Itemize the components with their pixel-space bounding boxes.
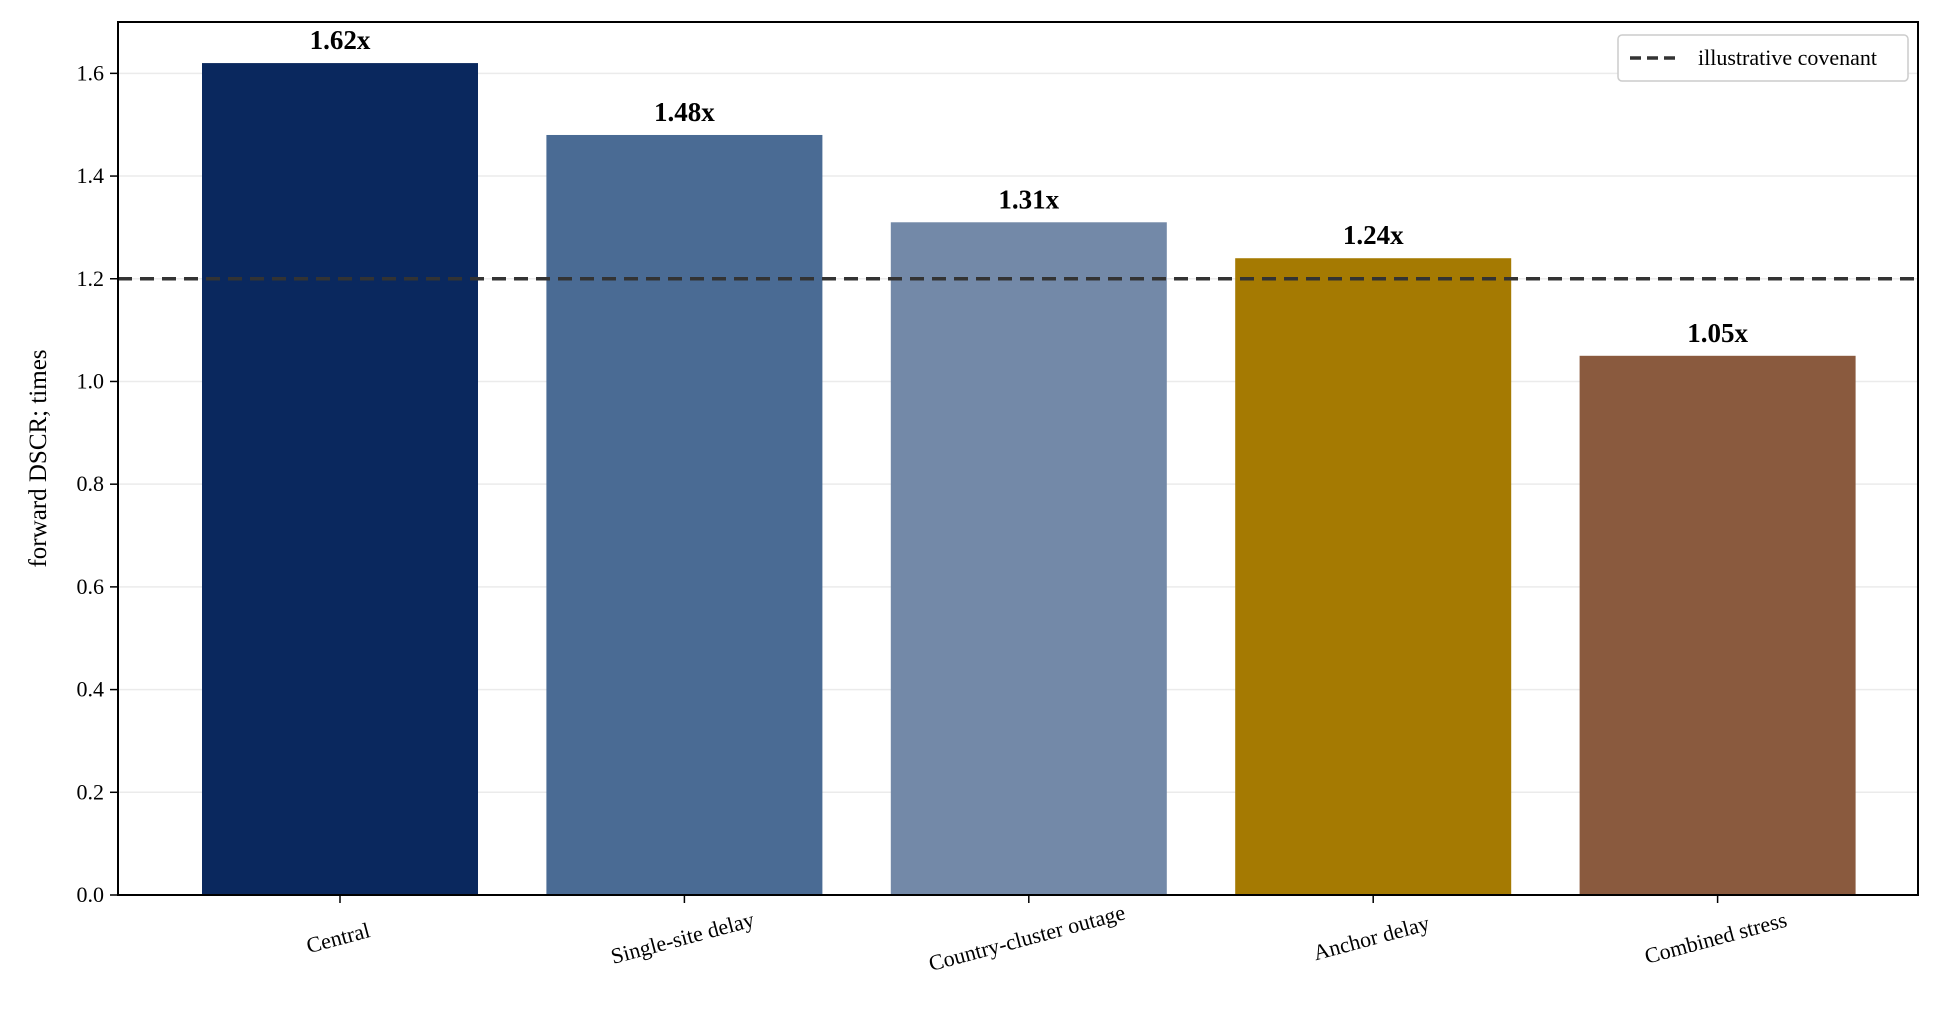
- data-label: 1.24x: [1343, 220, 1404, 250]
- legend: illustrative covenant: [1617, 34, 1909, 82]
- y-tick-label: 1.0: [77, 368, 105, 393]
- y-tick-label: 0.6: [77, 574, 105, 599]
- bar: [202, 63, 478, 896]
- data-label: 1.48x: [654, 97, 715, 127]
- y-axis-label: forward DSCR; times: [25, 349, 52, 567]
- y-tick-label: 0.8: [77, 471, 105, 496]
- y-tick-label: 0.4: [77, 677, 105, 702]
- data-label: 1.05x: [1687, 318, 1748, 348]
- bar: [546, 134, 823, 896]
- data-label: 1.31x: [998, 184, 1059, 214]
- x-tick-label: Single-site delay: [608, 907, 757, 969]
- x-tick-label: Central: [304, 917, 373, 958]
- legend-box: [1617, 34, 1909, 82]
- plot-frame: [117, 21, 1919, 896]
- x-tick-label: Country-cluster outage: [926, 900, 1128, 976]
- bar: [890, 222, 1167, 895]
- x-axis: Central Single-site delay Country-cluster …: [304, 895, 1790, 976]
- data-label: 1.62x: [310, 25, 371, 55]
- y-tick-label: 1.6: [77, 60, 105, 85]
- y-tick-label: 0.0: [77, 882, 105, 907]
- y-tick-label: 1.2: [77, 266, 105, 291]
- y-tick-label: 0.2: [77, 779, 105, 804]
- bars: [202, 63, 1856, 896]
- value-labels: 1.62x 1.48x 1.31x 1.24x 1.05x: [310, 25, 1749, 348]
- legend-label: illustrative covenant: [1698, 45, 1877, 70]
- bar: [1235, 258, 1512, 896]
- y-axis: 0.0 0.2 0.4 0.6 0.8 1.0 1.2 1.4 1.6: [77, 60, 118, 907]
- y-tick-label: 1.4: [77, 163, 105, 188]
- x-tick-label: Combined stress: [1642, 907, 1790, 969]
- x-tick-label: Anchor delay: [1310, 910, 1432, 965]
- bar: [1579, 355, 1856, 895]
